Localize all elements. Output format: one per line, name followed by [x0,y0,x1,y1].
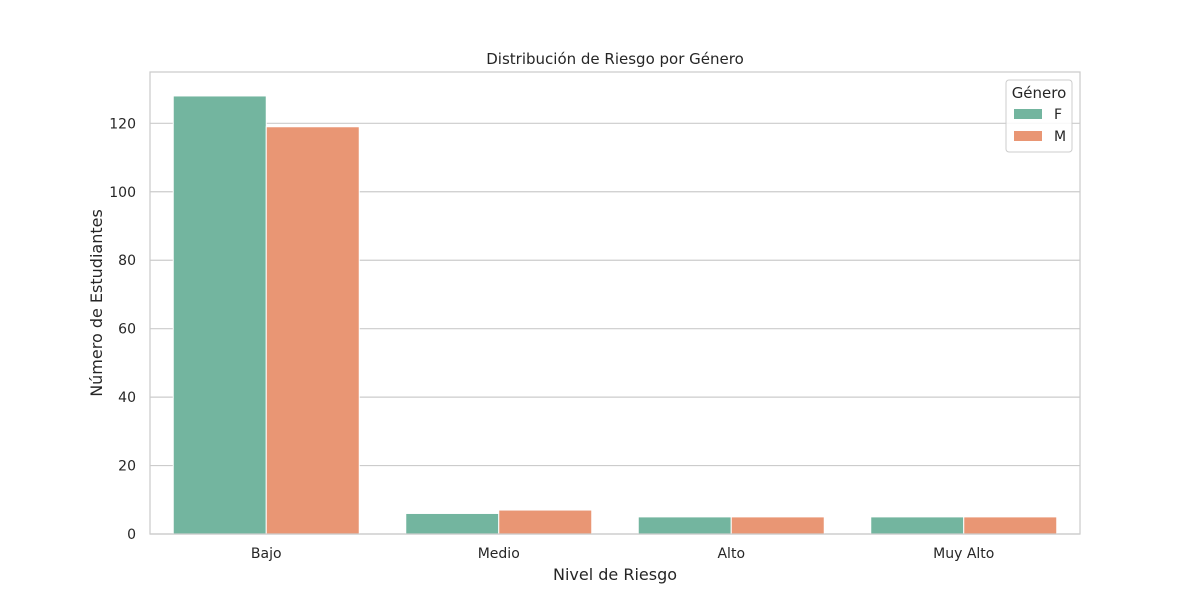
legend-label-F: F [1054,107,1062,123]
bar-F-bajo [172,95,267,535]
bars [172,95,1058,535]
legend-items: FM [1014,107,1066,145]
y-tick-label: 100 [109,185,136,201]
legend-swatch-M [1014,131,1042,141]
legend-title: Género [1012,84,1067,102]
bar-F-alto [637,516,732,535]
x-axis-label: Nivel de Riesgo [553,565,677,584]
legend-swatch-F [1014,109,1042,119]
plot-frame [149,71,1081,535]
y-tick-label: 80 [118,253,136,269]
y-tick-label: 120 [109,116,136,132]
bar-F-medio [405,512,500,535]
x-tick-label: Alto [717,546,745,562]
y-tick-label: 40 [118,390,136,406]
y-tick-labels: 0 20 40 60 80 100 120 [109,116,136,543]
bar-M-muy-alto [963,516,1058,535]
legend-label-M: M [1054,129,1066,145]
x-tick-label: Bajo [251,546,282,562]
bar-M-medio [498,509,593,535]
y-tick-label: 20 [118,459,136,475]
y-tick-label: 60 [118,322,136,338]
legend: Género FM [1005,79,1073,153]
y-tick-label: 0 [127,527,136,543]
bar-F-muy-alto [870,516,965,535]
y-axis-label: Número de Estudiantes [87,209,106,397]
bar-M-bajo [265,126,360,535]
x-tick-labels: Bajo Medio Alto Muy Alto [251,546,994,562]
bar-M-alto [730,516,825,535]
x-tick-label: Muy Alto [933,546,994,562]
x-tick-label: Medio [478,546,520,562]
chart-title: Distribución de Riesgo por Género [486,50,744,68]
